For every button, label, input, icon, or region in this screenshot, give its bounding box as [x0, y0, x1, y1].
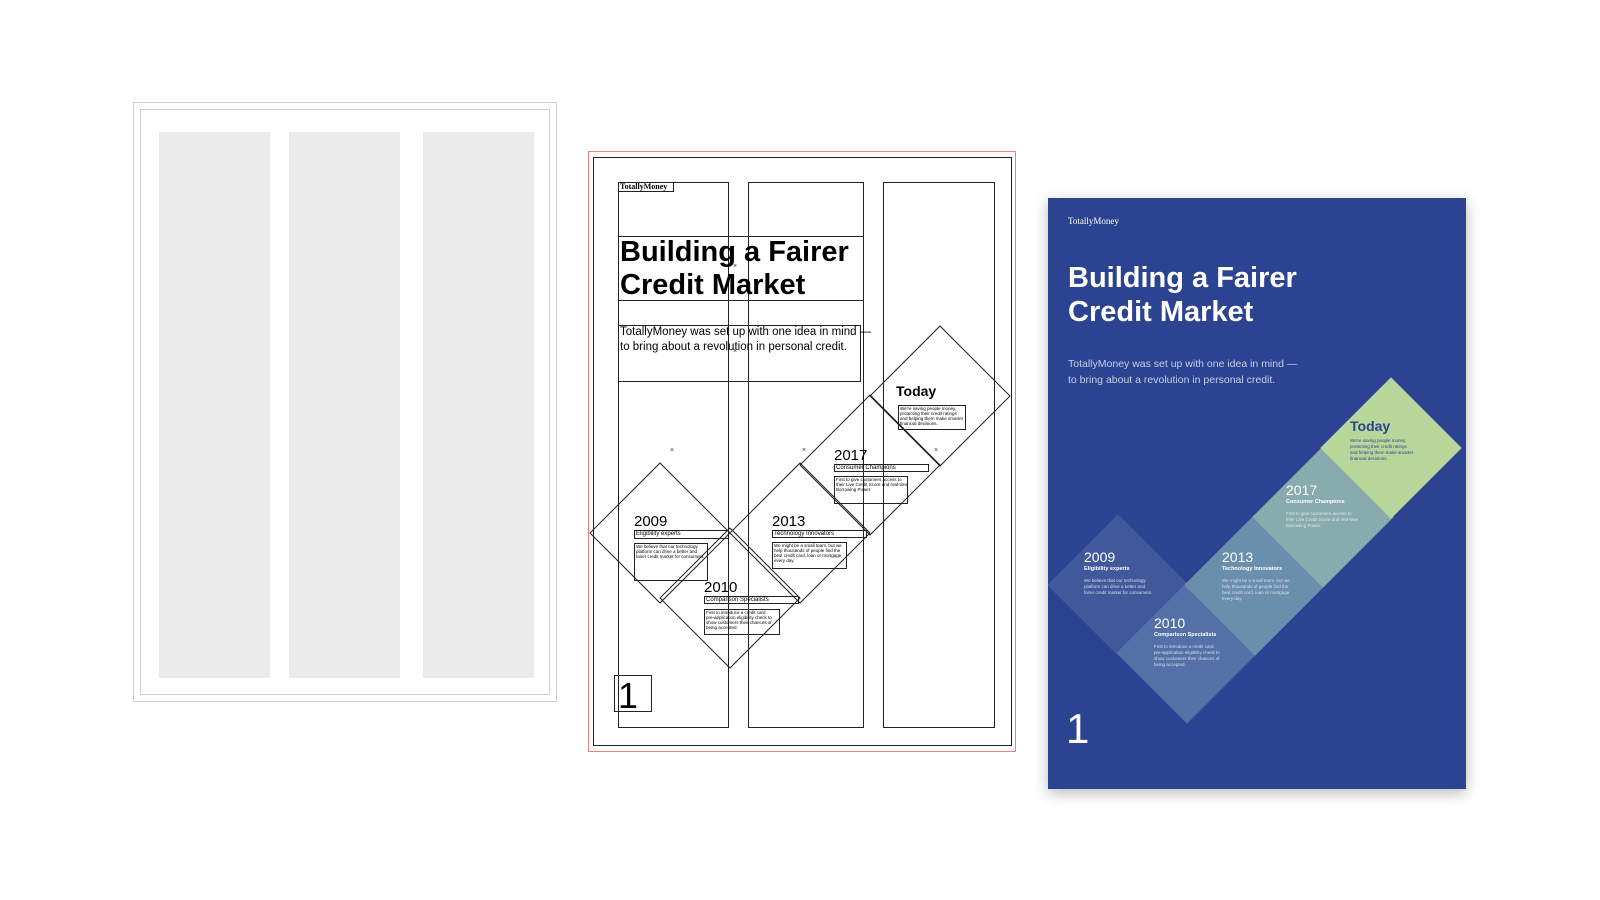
- wire-heading-2010: Comparison Specialists: [706, 597, 769, 603]
- wire-body-today-l2: protecting their credit ratings: [900, 411, 957, 416]
- grid-column-1: [159, 132, 270, 678]
- poster-year-2013: 2013: [1222, 549, 1254, 565]
- guide-mark: ×: [802, 447, 807, 454]
- poster-body-2017-l3: Borrowing Power.: [1286, 523, 1322, 528]
- poster-body-2010-l2: pre-application eligibility check to: [1154, 650, 1220, 655]
- wire-body-box-2009: We believe that our technology platform …: [634, 543, 708, 581]
- wire-title-line-2: Credit Market: [620, 269, 806, 301]
- poster-year-2010: 2010: [1154, 615, 1186, 631]
- final-poster: TotallyMoney Building a Fairer Credit Ma…: [1048, 198, 1466, 789]
- guide-mark: ×: [934, 447, 939, 454]
- poster-brand: TotallyMoney: [1068, 216, 1119, 226]
- wire-heading-2013: Technology Innovators: [774, 531, 835, 537]
- wireframe-panel: TotallyMoney Building a Fairer Credit Ma…: [588, 151, 1016, 752]
- poster-body-2009-l2: platform can drive a better and: [1084, 584, 1146, 589]
- poster-body-2009-l3: fairer credit market for consumers.: [1084, 590, 1153, 595]
- wire-body-2010-l1: First to introduce a credit card: [706, 610, 766, 615]
- wire-heading-box-2010: Comparison Specialists: [704, 596, 799, 604]
- poster-title-line-2: Credit Market: [1068, 296, 1254, 328]
- wire-body-today-l1: We're saving people money,: [900, 406, 957, 411]
- poster-body-2013-l3: best credit card, loan or mortgage: [1222, 590, 1290, 595]
- wire-brand-box: TotallyMoney: [618, 182, 674, 192]
- wire-body-2010-l4: being accepted.: [706, 625, 738, 630]
- wire-body-today-l4: financial decisions.: [900, 421, 938, 426]
- wire-intro-line-2: to bring about a revolution in personal …: [620, 341, 847, 353]
- wire-heading-box-2017: Consumer Champions: [834, 464, 929, 472]
- wire-body-2017-l1: First to give customers access to: [836, 477, 902, 482]
- wire-column-2: [748, 182, 864, 728]
- wire-intro-line-1: TotallyMoney was set up with one idea in…: [620, 326, 872, 338]
- poster-body-2013-l1: We might be a small team, but we: [1222, 578, 1290, 583]
- wire-body-2009-l1: We believe that our technology: [636, 544, 698, 549]
- wire-body-2009-l2: platform can drive a better and: [636, 549, 698, 554]
- grid-column-2: [289, 132, 400, 678]
- wire-body-2013-l2: help thousands of people find the: [774, 548, 841, 553]
- wire-year-2017: 2017: [834, 447, 868, 464]
- wire-body-box-2013: We might be a small team, but we help th…: [772, 542, 847, 569]
- wire-heading-2009: Eligibility experts: [636, 531, 681, 537]
- poster-heading-2017: Consumer Champions: [1286, 499, 1345, 505]
- poster-body-2010-l1: First to introduce a credit card: [1154, 644, 1214, 649]
- poster-title-line-1: Building a Fairer: [1068, 262, 1297, 294]
- wire-body-today-l3: and helping them make smarter: [900, 416, 964, 421]
- wire-body-2010-l3: show customers their chances of: [706, 620, 772, 625]
- wire-brand: TotallyMoney: [620, 182, 668, 191]
- grid-column-3: [423, 132, 534, 678]
- poster-body-2013-l2: help thousands of people find the: [1222, 584, 1289, 589]
- guide-mark: ×: [733, 263, 738, 270]
- poster-body-today-l2: protecting their credit ratings: [1350, 444, 1407, 449]
- wire-page-number-box: 1: [614, 675, 652, 715]
- wire-body-2009-l3: fairer credit market for consumers.: [636, 554, 705, 559]
- wire-body-2013-l4: every day.: [774, 558, 795, 563]
- poster-heading-2010: Comparison Specialists: [1154, 632, 1217, 638]
- poster-year-today: Today: [1350, 418, 1391, 434]
- wire-body-2017-l3: Borrowing Power.: [836, 487, 872, 492]
- poster-body-2013-l4: every day.: [1222, 596, 1243, 601]
- column-grid-panel: [133, 102, 557, 702]
- wire-body-2013-l3: best credit card, loan or mortgage: [774, 553, 842, 558]
- wire-column-3: [883, 182, 995, 728]
- wire-title-line-1: Building a Fairer: [620, 236, 849, 268]
- wire-heading-box-2013: Technology Innovators: [772, 530, 867, 538]
- wire-year-2013: 2013: [772, 513, 806, 530]
- wire-body-2010-l2: pre-application eligibility check to: [706, 615, 772, 620]
- wire-heading-box-2009: Eligibility experts: [634, 530, 729, 539]
- guide-mark: ×: [733, 348, 738, 355]
- wire-body-2017-l2: their Live Credit Score and real-time: [836, 482, 909, 487]
- poster-year-2009: 2009: [1084, 549, 1116, 565]
- wire-title-box: Building a Fairer Credit Market: [618, 236, 864, 301]
- poster-intro-line-2: to bring about a revolution in personal …: [1068, 374, 1276, 386]
- poster-body-2010-l4: being accepted.: [1154, 662, 1186, 667]
- poster-body-2009-l1: We believe that our technology: [1084, 578, 1146, 583]
- poster-body-today-l3: and helping them make smarter: [1350, 450, 1414, 455]
- poster-heading-2009: Eligibility experts: [1084, 566, 1130, 572]
- poster-body-2017-l2: their Live Credit Score and real-time: [1286, 517, 1359, 522]
- wire-body-2013-l1: We might be a small team, but we: [774, 543, 842, 548]
- poster-page-number: 1: [1066, 705, 1090, 752]
- poster-heading-2013: Technology Innovators: [1222, 566, 1283, 572]
- poster-body-2010-l3: show customers their chances of: [1154, 656, 1220, 661]
- wire-year-2010: 2010: [704, 579, 738, 596]
- wire-year-2009: 2009: [634, 513, 668, 530]
- poster-body-today-l4: financial decisions.: [1350, 456, 1388, 461]
- poster-intro-line-1: TotallyMoney was set up with one idea in…: [1068, 358, 1298, 370]
- wire-heading-2017: Consumer Champions: [836, 465, 896, 471]
- poster-body-today-l1: We're saving people money,: [1350, 438, 1407, 443]
- wire-page-number: 1: [618, 675, 639, 716]
- wire-body-box-2010: First to introduce a credit card pre-app…: [704, 609, 780, 635]
- poster-body-2017-l1: First to give customers access to: [1286, 511, 1352, 516]
- wire-body-box-today: We're saving people money, protecting th…: [898, 405, 966, 430]
- poster-year-2017: 2017: [1286, 482, 1318, 498]
- wire-body-box-2017: First to give customers access to their …: [834, 476, 908, 504]
- wire-intro-box: TotallyMoney was set up with one idea in…: [618, 325, 871, 382]
- wire-year-today: Today: [896, 383, 937, 399]
- wireframe-page: TotallyMoney Building a Fairer Credit Ma…: [589, 157, 1012, 746]
- grid-margin-frame: [140, 109, 550, 695]
- guide-mark: ×: [670, 447, 675, 454]
